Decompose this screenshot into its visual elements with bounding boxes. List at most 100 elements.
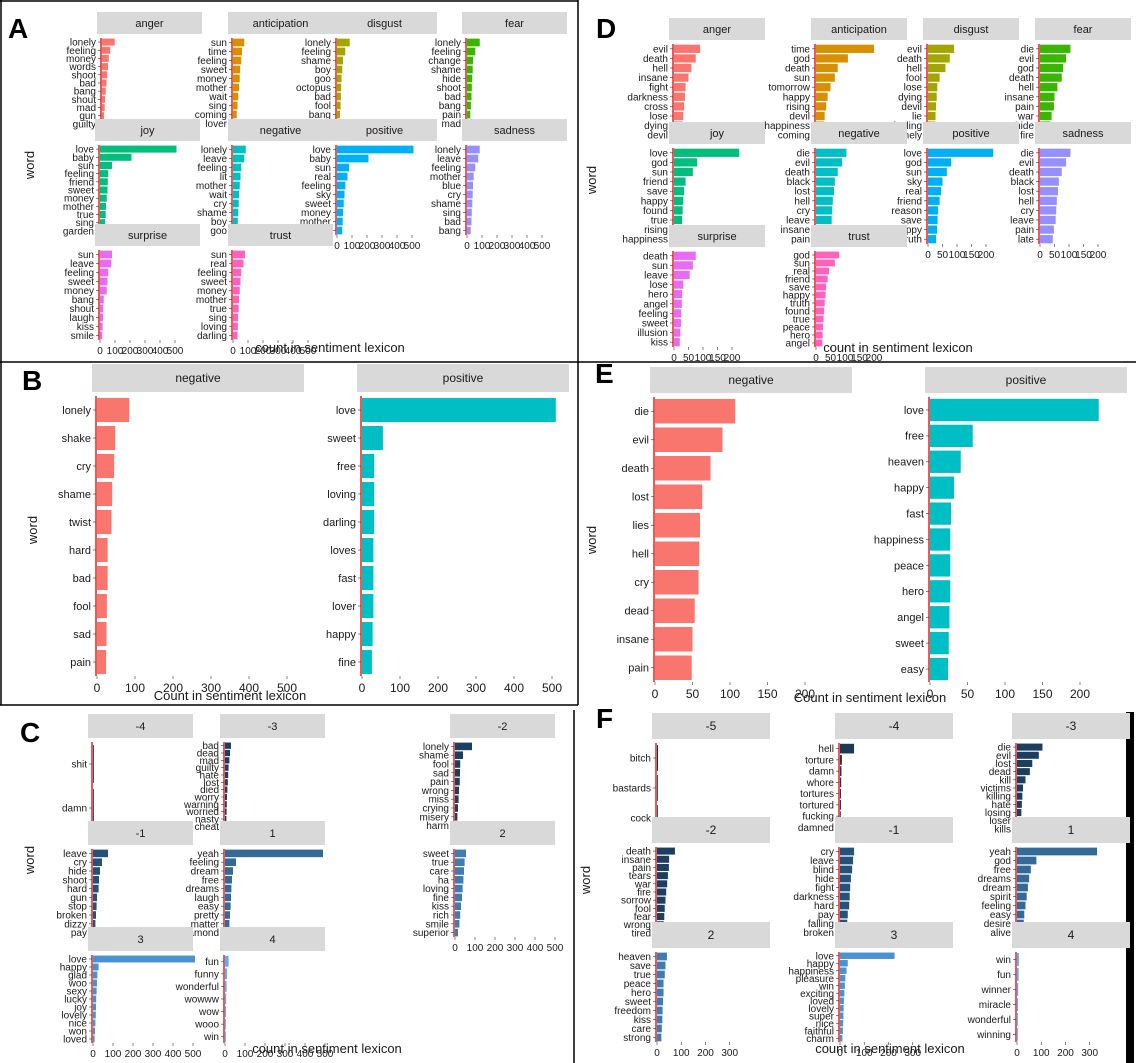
panel-d-facet-8-xtick-label-2: 100 — [695, 353, 712, 364]
panel-c-facet-3-label-1: cry — [74, 858, 87, 869]
panel-f-facet-7-xtick-label-0: 0 — [837, 1048, 843, 1059]
panel-f-facet-8-bar-4 — [1017, 1013, 1018, 1026]
panel-a-facet-7-label-1: leave — [437, 154, 461, 165]
panel-e-facet-0-label-8: insane — [617, 634, 649, 646]
panel-f-facet-6-bar-7 — [657, 1015, 663, 1024]
panel-a-facet-7-bar-5 — [467, 190, 473, 199]
panel-e-facet-0-xtick-label-4: 200 — [795, 687, 815, 701]
panel-a-facet-7-label-0: lonely — [435, 145, 461, 156]
panel-c-facet-1-label-8: warning — [183, 800, 219, 811]
panel-a-facet-5-label-9: goo — [210, 226, 227, 237]
panel-c-facet-5-strip — [450, 821, 555, 845]
panel-c-facet-3-bar-4 — [93, 884, 99, 893]
panel-letter-f: F — [596, 703, 613, 734]
panel-f-facet-2-bar-5 — [1017, 784, 1024, 792]
panel-d-facet-2-label-2: hell — [906, 64, 922, 75]
panel-d-chart: angerevildeathhellinsanefightdarknesscro… — [584, 18, 1131, 364]
panel-a-facet-7-xtick-label-2: 200 — [489, 241, 506, 252]
panel-d-facet-0-bar-4 — [674, 83, 686, 92]
panel-d-facet-8-bar-7 — [674, 318, 681, 328]
panel-e-facet-1-xtick-label-4: 200 — [1070, 687, 1090, 701]
panel-f-facet-3-bar-5 — [657, 888, 667, 896]
panel-d-facet-7-bar-1 — [1040, 158, 1067, 167]
panel-e-facet-1-label-9: sweet — [895, 638, 924, 650]
panel-f-facet-7-bar-11 — [840, 1035, 843, 1042]
panel-d-facet-1-label-2: death — [785, 64, 810, 75]
panel-f-facet-7-bar-5 — [840, 990, 845, 997]
panel-c-facet-4-label-8: matter — [191, 919, 220, 930]
panel-d-facet-2-bar-3 — [928, 73, 940, 82]
panel-f-facet-1-bar-6 — [840, 811, 841, 821]
panel-d-facet-6-bar-1 — [928, 158, 952, 167]
panel-d-facet-0-label-3: insane — [639, 73, 669, 84]
panel-a-facet-9: trust sunrealfeelingsweetmoneymothertrues… — [196, 224, 333, 357]
panel-d-facet-2-bar-1 — [928, 54, 950, 63]
panel-f-facet-6-label-9: strong — [623, 1033, 651, 1044]
panel-a-x-axis-title: count in sentiment lexicon — [255, 340, 405, 355]
panel-d-facet-3-bar-1 — [1040, 54, 1067, 63]
panel-a-facet-7-label-8: bad — [444, 217, 461, 228]
panel-f-facet-4-bar-4 — [840, 883, 851, 892]
panel-f-facet-5: 1 yeahgodfreedreamsdreamspiritfeelingeasy… — [978, 817, 1130, 939]
panel-a-facet-0-strip — [97, 12, 202, 34]
panel-f-facet-4-label-4: fight — [815, 883, 834, 894]
panel-letter-b: B — [22, 365, 42, 396]
panel-a-facet-5-bar-1 — [233, 154, 245, 163]
panel-c-facet-4-label-2: dream — [191, 867, 219, 878]
panel-a-facet-3-bar-2 — [467, 56, 473, 65]
panel-c-facet-7-label-3: wowww — [184, 995, 220, 1006]
panel-c-facet-4-bar-0 — [225, 849, 323, 858]
panel-c-facet-7-xtick-label-0: 0 — [222, 1049, 228, 1060]
panel-d-facet-5-label-2: death — [785, 168, 810, 179]
panel-d-facet-3-label-7: war — [1017, 112, 1035, 123]
panel-d-facet-7-bar-4 — [1040, 187, 1058, 196]
panel-f-facet-7-xtick-label-3: 300 — [904, 1048, 921, 1059]
panel-a-facet-8-strip — [95, 224, 200, 246]
panel-d-facet-8-bar-3 — [674, 280, 684, 289]
panel-a-facet-0-label-4: shoot — [72, 70, 97, 81]
panel-a-facet-7-label-3: mother — [430, 172, 462, 183]
panel-a-facet-7-bar-9 — [467, 226, 471, 235]
panel-c-facet-0-title: -4 — [136, 721, 146, 733]
panel-a-facet-7-xtick-label-4: 400 — [519, 241, 536, 252]
panel-c-facet-7-xtick-label-5: 500 — [317, 1049, 334, 1060]
panel-a-facet-4-label-2: sun — [78, 161, 94, 172]
panel-c-facet-4-title: 1 — [269, 828, 275, 840]
panel-a-facet-9-strip — [228, 224, 333, 246]
panel-c-facet-6-bar-2 — [93, 971, 98, 979]
panel-f-facet-6-bar-9 — [657, 1033, 662, 1042]
panel-a-facet-0-label-7: shout — [72, 95, 97, 106]
panel-f-facet-2-bar-7 — [1017, 800, 1022, 808]
panel-c-facet-6-label-9: won — [68, 1027, 87, 1038]
panel-d-facet-7-title: sadness — [1063, 128, 1104, 140]
panel-c-facet-6-label-0: love — [69, 955, 88, 966]
panel-d-facet-6-bar-9 — [928, 235, 937, 244]
panel-f-facet-4-label-7: pay — [818, 910, 834, 921]
panel-c-facet-5-bar-5 — [455, 893, 462, 902]
panel-f-facet-2-bar-0 — [1017, 743, 1043, 751]
panel-a-facet-3-bar-7 — [467, 101, 471, 110]
panel-f-facet-7-label-0: love — [816, 951, 835, 962]
panel-d-facet-2-bar-4 — [928, 83, 938, 92]
panel-d-facet-7-label-7: leave — [1010, 216, 1034, 227]
panel-c-x-axis-title: count in sentiment lexicon — [252, 1041, 402, 1056]
panel-f-facet-5-label-9: alive — [990, 928, 1011, 939]
panel-a-facet-5-label-3: lit — [220, 172, 227, 183]
panel-e-facet-0-bar-0 — [655, 398, 736, 424]
panel-c-facet-1-bar-6 — [225, 786, 228, 793]
panel-a-facet-1-title: anticipation — [253, 18, 309, 30]
panel-f-facet-8-label-2: winner — [981, 985, 1012, 996]
panel-c-facet-1-label-2: mad — [200, 756, 219, 767]
panel-c-facet-4: 1 yeahfeelingdreamfreedreamslaugheasypret… — [181, 821, 325, 939]
panel-d-facet-4-label-9: happiness — [622, 235, 668, 246]
panel-a-facet-8-bar-3 — [100, 277, 108, 286]
panel-f-facet-3-label-9: wrong — [623, 920, 651, 931]
panel-letter-c: C — [20, 717, 40, 748]
panel-d-facet-9-bar-6 — [816, 299, 825, 307]
panel-c-facet-2-bar-6 — [455, 795, 459, 803]
panel-a-facet-6-label-7: money — [301, 208, 331, 219]
panel-c-facet-2-label-6: miss — [428, 795, 449, 806]
panel-c-facet-6-label-2: glad — [68, 971, 87, 982]
panel-a-facet-1-bar-0 — [233, 38, 245, 47]
panel-c-facet-5-label-0: sweet — [423, 849, 449, 860]
